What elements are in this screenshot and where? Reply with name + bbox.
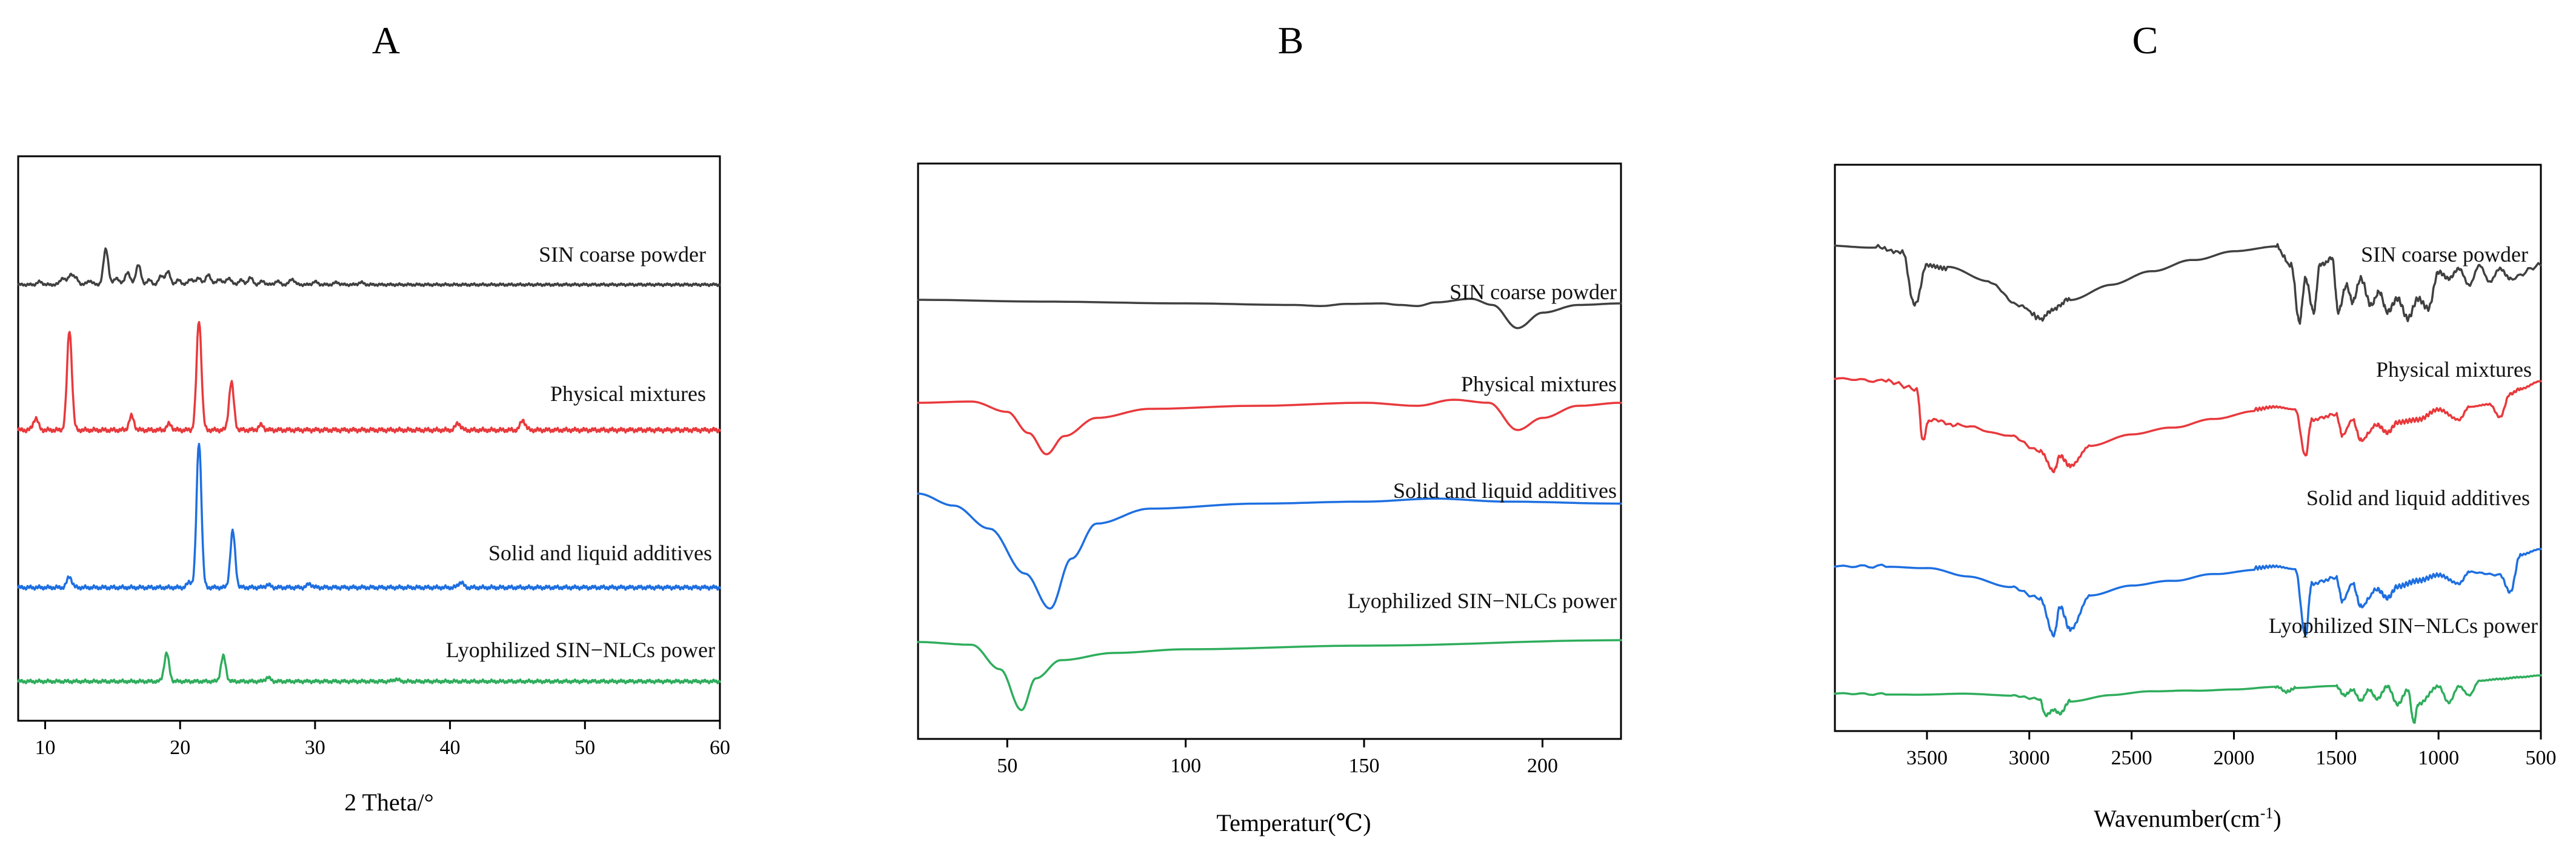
panel-c-x-axis-title: Wavenumber(cm-1) (2094, 804, 2281, 832)
panel-c-frame (1834, 164, 2542, 732)
panel-b-title: B (1278, 19, 1304, 62)
panel-c-trace-physical-mixtures (1834, 377, 2542, 474)
panel-c-x-tick-label-3000: 3000 (2009, 747, 2050, 769)
panel-b-x-axis-title: Temperatur(℃) (1216, 809, 1371, 836)
panel-a-frame (17, 155, 721, 722)
panel-b-trace-physical-mixtures (917, 399, 1622, 455)
panel-a-x-tick-label-50: 50 (574, 736, 595, 759)
panel-a-label-sin-coarse-powder: SIN coarse powder (539, 242, 706, 266)
panel-b-x-tick-label-150: 150 (1349, 755, 1380, 777)
panel-b-frame (917, 162, 1622, 740)
panel-c-trace-lyophilized-sin-nlcs-power (1834, 674, 2542, 724)
panel-a-x-axis-title: 2 Theta/° (344, 789, 433, 816)
panel-c-x-tick-label-1500: 1500 (2315, 747, 2357, 769)
panel-b-label-lyophilized: Lyophilized SIN−NLCs power (1348, 589, 1617, 613)
panel-c-x-axis-title-main: Wavenumber(cm (2094, 805, 2260, 832)
panel-a-x-tick-label-20: 20 (170, 736, 190, 759)
panel-c-x-tick-label-500: 500 (2526, 747, 2557, 769)
panel-b-x-tick-label-100: 100 (1170, 755, 1201, 777)
panel-c-x-tick-label-2500: 2500 (2111, 747, 2152, 769)
panel-c-trace-solid-and-liquid-additives (1834, 548, 2542, 638)
panel-a-label-physical-mixtures: Physical mixtures (550, 382, 706, 406)
panel-a-trace-lyophilized-sin-nlcs-power (17, 651, 721, 684)
panel-c-x-tick-label-3500: 3500 (1906, 747, 1948, 769)
panel-b-label-sin-coarse-powder: SIN coarse powder (1449, 280, 1617, 304)
panel-c-label-physical-mixtures: Physical mixtures (2376, 357, 2532, 382)
panel-b-label-solid-liquid-additives: Solid and liquid additives (1393, 478, 1617, 503)
panel-b: B 50 100 150 200 SIN coarse powder Physical… (917, 19, 1622, 836)
panel-a-x-tick-label-30: 30 (305, 736, 325, 759)
panel-c-x-tick-label-2000: 2000 (2213, 747, 2254, 769)
panel-a-x-ticks: 10 20 30 40 50 60 (35, 721, 730, 759)
panel-c-x-tick-label-1000: 1000 (2418, 747, 2459, 769)
panel-b-label-physical-mixtures: Physical mixtures (1461, 372, 1617, 396)
panel-c-trace-sin-coarse-powder (1834, 243, 2542, 325)
panel-b-trace-sin-coarse-powder (917, 297, 1622, 329)
panel-a-trace-sin-coarse-powder (17, 247, 721, 288)
panel-c-title: C (2132, 19, 2158, 62)
panel-a-trace-solid-and-liquid-additives (17, 443, 721, 591)
panel-c-x-axis-title-end: ) (2273, 805, 2281, 832)
panel-b-x-ticks: 50 100 150 200 (997, 739, 1558, 777)
panel-a-x-tick-label-40: 40 (440, 736, 461, 759)
panel-a-x-tick-label-10: 10 (35, 736, 56, 759)
panel-b-x-tick-label-200: 200 (1527, 755, 1558, 777)
panel-c-x-ticks: 3500 3000 2500 2000 1500 1000 500 (1906, 731, 2557, 769)
panel-a-traces (17, 247, 721, 684)
panel-b-trace-solid-and-liquid-additives (917, 492, 1622, 610)
panel-b-trace-lyophilized-sin-nlcs-power (917, 639, 1622, 712)
panel-a-trace-physical-mixtures (17, 320, 721, 434)
panel-c-label-lyophilized: Lyophilized SIN−NLCs power (2269, 614, 2538, 638)
panel-a-label-solid-liquid-additives: Solid and liquid additives (488, 541, 712, 565)
panel-a-x-tick-label-60: 60 (710, 736, 730, 759)
panel-b-x-tick-label-50: 50 (997, 755, 1017, 777)
panel-a-label-lyophilized: Lyophilized SIN−NLCs power (446, 638, 715, 662)
panel-c-x-axis-title-sup: -1 (2260, 804, 2274, 822)
panel-c-label-solid-liquid-additives: Solid and liquid additives (2306, 486, 2530, 510)
panel-a-title: A (372, 19, 400, 62)
panel-a: A 10 20 30 40 50 60 SIN coarse powder Physica… (17, 19, 730, 816)
panel-c-traces (1834, 243, 2542, 724)
panel-c: C 3500 3000 2500 2000 1500 1000 500 SIN coarse… (1834, 19, 2557, 832)
panel-b-traces (917, 297, 1622, 712)
panel-c-label-sin-coarse-powder: SIN coarse powder (2361, 242, 2528, 266)
